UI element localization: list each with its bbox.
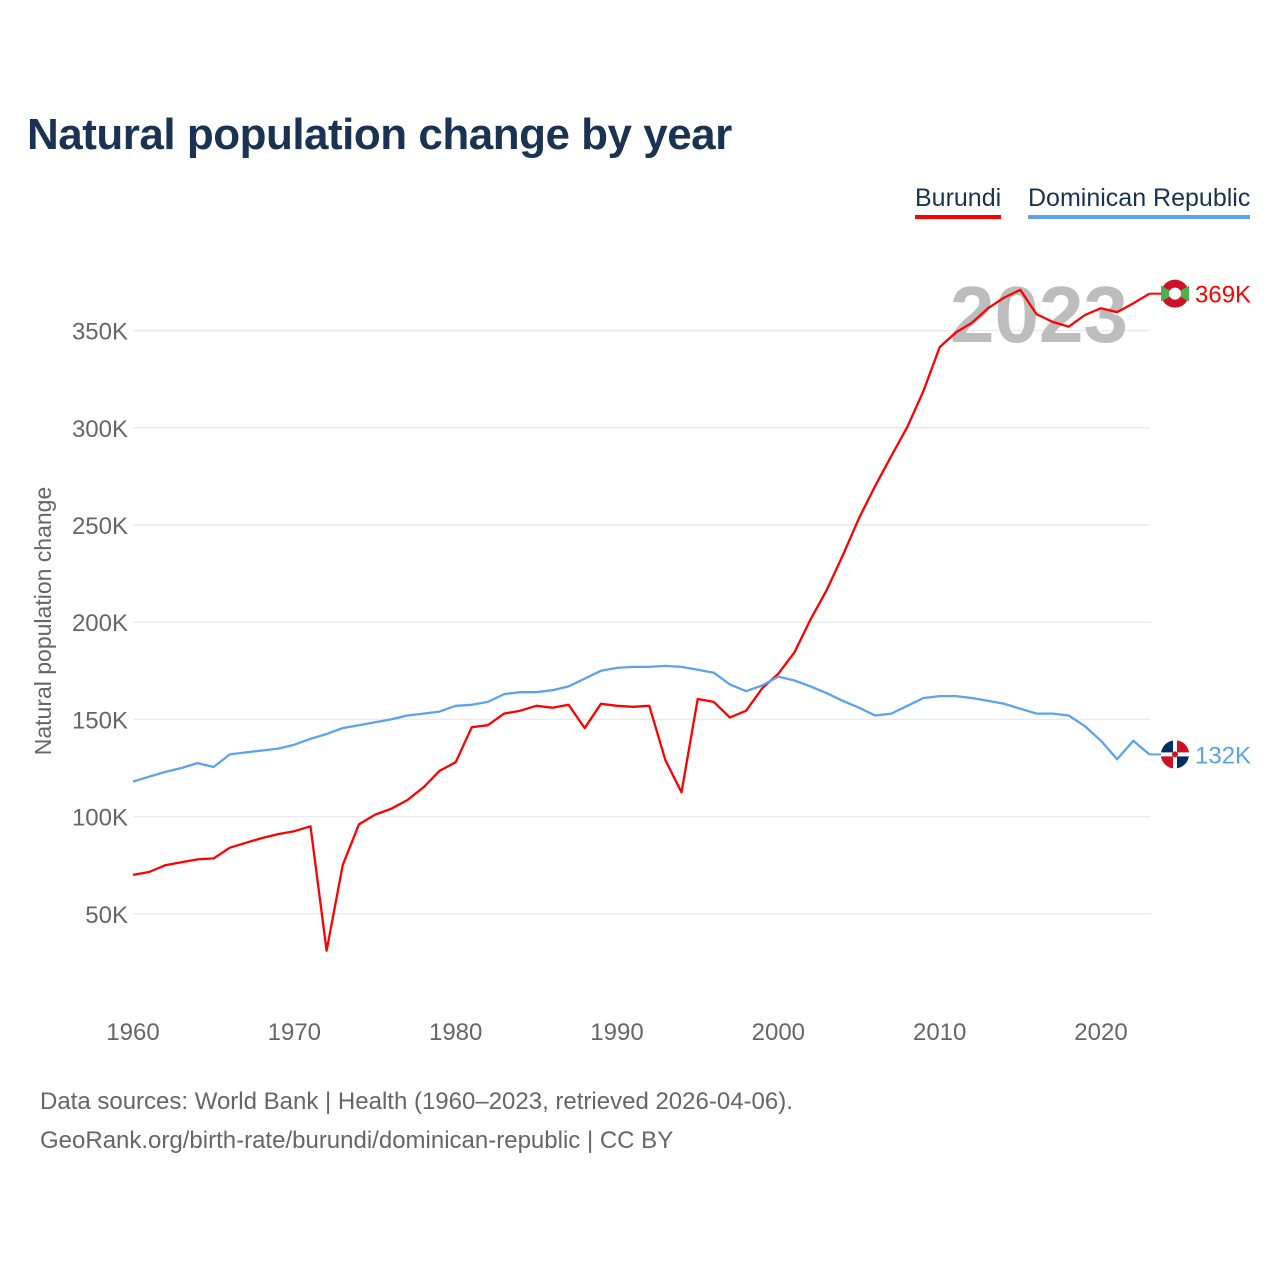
dominican-flag-red bbox=[1161, 740, 1189, 769]
x-tick-label: 2020 bbox=[1074, 1019, 1127, 1046]
chart-title: Natural population change by year bbox=[27, 110, 732, 159]
y-tick-label: 350K bbox=[72, 319, 128, 346]
x-tick-label: 1980 bbox=[429, 1019, 482, 1046]
dominican-flag-emblem bbox=[1172, 751, 1178, 758]
footer-attribution: GeoRank.org/birth-rate/burundi/dominican… bbox=[40, 1127, 674, 1154]
x-tick-label: 1990 bbox=[590, 1019, 643, 1046]
y-tick-label: 200K bbox=[72, 610, 128, 637]
end-value-label: 369K bbox=[1195, 282, 1251, 309]
y-tick-label: 100K bbox=[72, 805, 128, 832]
y-tick-label: 50K bbox=[85, 902, 128, 929]
y-axis-label: Natural population change bbox=[30, 487, 56, 756]
y-tick-label: 300K bbox=[72, 416, 128, 443]
legend-item-dominican-republic[interactable]: Dominican Republic bbox=[1028, 184, 1251, 219]
series-line-burundi bbox=[132, 288, 1150, 952]
x-tick-label: 2000 bbox=[752, 1019, 805, 1046]
burundi-flag-disc bbox=[1169, 287, 1181, 300]
x-tick-label: 1960 bbox=[106, 1019, 159, 1046]
y-tick-label: 150K bbox=[72, 707, 128, 734]
legend-item-burundi[interactable]: Burundi bbox=[915, 184, 1002, 219]
x-tick-label: 1970 bbox=[268, 1019, 321, 1046]
series-line-dominican-republic bbox=[132, 664, 1151, 783]
y-tick-label: 250K bbox=[72, 513, 128, 540]
end-value-label: 132K bbox=[1195, 742, 1251, 769]
x-tick-label: 2010 bbox=[913, 1019, 966, 1046]
footer-sources: Data sources: World Bank | Health (1960–… bbox=[40, 1088, 793, 1115]
